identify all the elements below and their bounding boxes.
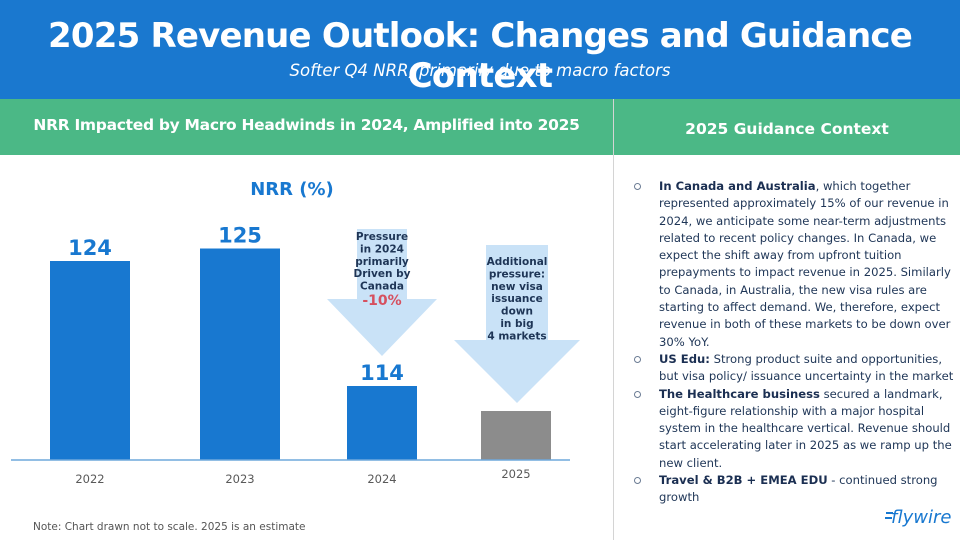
x-tick-label: 2025 xyxy=(501,467,530,481)
panel-divider xyxy=(613,99,614,540)
slide-subtitle: Softer Q4 NRR, primarily due to macro fa… xyxy=(289,61,671,80)
annotation-text: down xyxy=(501,306,533,318)
bar-2023 xyxy=(200,248,280,460)
x-tick-label: 2024 xyxy=(367,472,396,486)
bullet-text: , which together represented approximate… xyxy=(659,179,951,349)
chart-note: Note: Chart drawn not to scale. 2025 is … xyxy=(33,521,306,533)
annotation-text: in 2024 xyxy=(360,243,404,255)
annotation-text: Additional xyxy=(487,256,548,268)
bar-value-label: 124 xyxy=(68,236,112,260)
bullet-heading: The Healthcare business xyxy=(659,386,820,401)
guidance-bullet: The Healthcare business secured a landma… xyxy=(630,386,958,472)
bullet-circle-icon xyxy=(634,390,641,398)
annotation-text: in big xyxy=(500,318,533,330)
annotation-text: primarily xyxy=(355,256,409,268)
right-section-header: 2025 Guidance Context xyxy=(614,99,960,155)
bar-value-label: 114 xyxy=(360,361,404,385)
title-header: 2025 Revenue Outlook: Changes and Guidan… xyxy=(0,0,960,99)
logo-wordmark: flywire xyxy=(891,507,951,528)
left-section-header: NRR Impacted by Macro Headwinds in 2024,… xyxy=(0,99,613,155)
bar-2022 xyxy=(50,261,130,460)
annotation-text: Driven by xyxy=(354,268,411,280)
bullet-heading: US Edu: xyxy=(659,351,710,366)
flywire-logo: flywire xyxy=(885,507,951,528)
annotation-text: issuance xyxy=(491,293,542,305)
left-section-title: NRR Impacted by Macro Headwinds in 2024,… xyxy=(33,116,580,134)
x-tick-label: 2022 xyxy=(75,472,104,486)
bullet-heading: Travel & B2B + EMEA EDU xyxy=(659,473,828,488)
annotation-highlight: -10% xyxy=(362,293,401,309)
bar-2024 xyxy=(347,386,417,460)
x-tick-label: 2023 xyxy=(225,472,254,486)
guidance-bullet-list: In Canada and Australia, which together … xyxy=(630,178,958,507)
annotation-text: new visa xyxy=(491,281,543,293)
annotation-text: Canada xyxy=(360,281,404,293)
guidance-bullet: In Canada and Australia, which together … xyxy=(630,178,958,351)
guidance-bullet: Travel & B2B + EMEA EDU - continued stro… xyxy=(630,472,958,507)
bullet-heading: In Canada and Australia xyxy=(659,179,816,193)
annotation-text: 4 markets xyxy=(487,330,546,342)
bullet-text: Strong product suite and opportunities, … xyxy=(659,351,954,384)
down-arrow-icon xyxy=(454,245,580,403)
chart-title: NRR (%) xyxy=(250,179,334,200)
slide-title: 2025 Revenue Outlook: Changes and Guidan… xyxy=(48,16,913,96)
annotation-text: Pressure xyxy=(356,231,408,243)
right-section-title: 2025 Guidance Context xyxy=(685,120,889,138)
bar-2025 xyxy=(481,411,551,460)
annotation-text: pressure: xyxy=(489,268,545,280)
bullet-circle-icon xyxy=(634,183,641,190)
guidance-bullet: US Edu: Strong product suite and opportu… xyxy=(630,351,958,386)
bullet-text: - continued strong growth xyxy=(659,473,938,505)
down-arrow-icon xyxy=(327,229,437,356)
bar-value-label: 125 xyxy=(218,224,262,248)
bullet-circle-icon xyxy=(634,355,641,363)
bullet-circle-icon xyxy=(634,477,641,485)
bullet-text: secured a landmark, eight-figure relatio… xyxy=(659,386,952,470)
